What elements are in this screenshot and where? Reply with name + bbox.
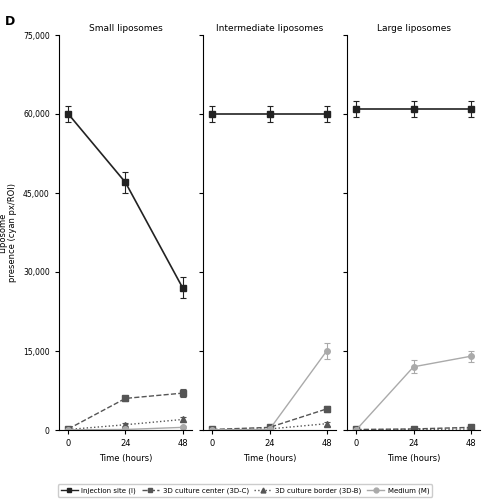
X-axis label: Time (hours): Time (hours)	[99, 454, 152, 462]
Y-axis label: Liposome
presence (cyan px/ROI): Liposome presence (cyan px/ROI)	[0, 183, 18, 282]
X-axis label: Time (hours): Time (hours)	[243, 454, 296, 462]
Title: Large liposomes: Large liposomes	[376, 24, 450, 33]
Title: Small liposomes: Small liposomes	[89, 24, 162, 33]
X-axis label: Time (hours): Time (hours)	[387, 454, 440, 462]
Title: Intermediate liposomes: Intermediate liposomes	[216, 24, 323, 33]
Text: D: D	[5, 15, 15, 28]
Legend: Injection site (I), 3D culture center (3D-C), 3D culture border (3D-B), Medium (: Injection site (I), 3D culture center (3…	[58, 484, 432, 496]
